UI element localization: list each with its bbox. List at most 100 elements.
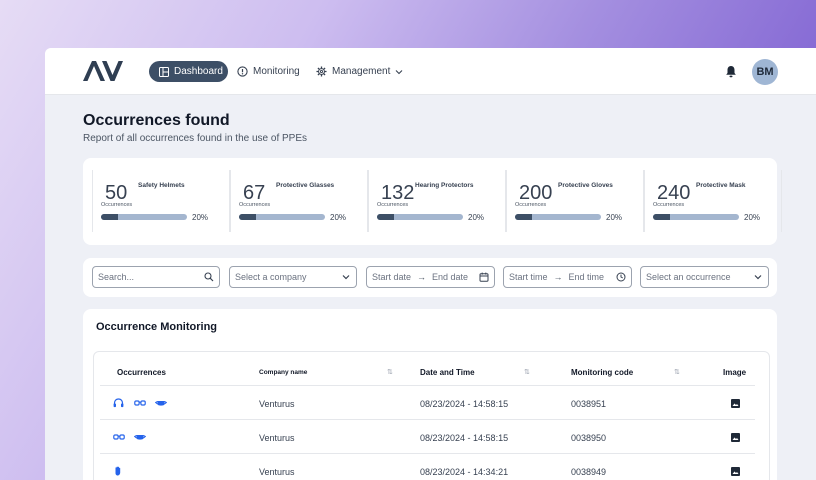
stat-progress-fill bbox=[653, 214, 671, 220]
nav-management-label: Management bbox=[332, 66, 391, 77]
time-range-picker[interactable]: Start time → End time bbox=[503, 266, 632, 288]
stat-safety-helmets: 50 Safety Helmets Occurrences 20% bbox=[92, 170, 230, 232]
dashboard-icon bbox=[159, 66, 169, 77]
clock-icon bbox=[616, 272, 626, 282]
col-header-image: Image bbox=[723, 368, 747, 377]
stat-subtitle: Occurrences bbox=[101, 202, 133, 208]
stat-progress-fill bbox=[377, 214, 395, 220]
image-icon[interactable] bbox=[731, 399, 740, 408]
stat-progress-bar bbox=[653, 214, 739, 220]
stat-subtitle: Occurrences bbox=[653, 202, 685, 208]
col-header-company[interactable]: Company name bbox=[259, 369, 308, 376]
occurrence-table: Occurrences Company name ⇅ Date and Time… bbox=[93, 351, 770, 480]
arrow-right-icon: → bbox=[553, 272, 563, 282]
stat-hearing-protectors: 132 Hearing Protectors Occurrences 20% bbox=[368, 170, 506, 232]
top-navbar: Dashboard Monitoring Management bbox=[45, 48, 816, 95]
av-logo[interactable] bbox=[83, 60, 123, 82]
datetime-cell: 08/23/2024 - 14:34:21 bbox=[420, 467, 509, 477]
company-select[interactable]: Select a company bbox=[229, 266, 357, 288]
page-subtitle: Report of all occurrences found in the u… bbox=[83, 133, 308, 144]
stat-count: 200 bbox=[519, 182, 553, 204]
company-cell: Venturus bbox=[259, 399, 295, 409]
col-header-code[interactable]: Monitoring code bbox=[571, 368, 634, 377]
code-cell: 0038949 bbox=[571, 467, 607, 477]
stat-count: 240 bbox=[657, 182, 691, 204]
search-placeholder: Search... bbox=[98, 272, 135, 282]
stat-percent: 20% bbox=[192, 213, 209, 222]
bell-icon[interactable] bbox=[725, 65, 737, 78]
stat-subtitle: Occurrences bbox=[515, 202, 547, 208]
table-title: Occurrence Monitoring bbox=[96, 321, 218, 333]
stat-protective-mask: 240 Protective Mask Occurrences 20% bbox=[644, 170, 782, 232]
end-time-placeholder: End time bbox=[568, 272, 605, 282]
stat-progress-bar bbox=[101, 214, 187, 220]
col-header-datetime[interactable]: Date and Time bbox=[420, 368, 475, 377]
divider bbox=[100, 419, 755, 420]
col-header-occurrences: Occurrences bbox=[117, 368, 166, 377]
stat-subtitle: Occurrences bbox=[239, 202, 271, 208]
search-icon bbox=[204, 272, 214, 282]
stat-name: Protective Glasses bbox=[276, 182, 335, 189]
avatar[interactable]: BM bbox=[752, 59, 778, 85]
page-title: Occurrences found bbox=[83, 112, 230, 129]
datetime-cell: 08/23/2024 - 14:58:15 bbox=[420, 433, 509, 443]
stat-percent: 20% bbox=[744, 213, 761, 222]
filters-bar: Search... Select a company Start date → … bbox=[83, 258, 777, 297]
nav-monitoring-button[interactable]: Monitoring bbox=[237, 61, 300, 82]
stat-protective-glasses: 67 Protective Glasses Occurrences 20% bbox=[230, 170, 368, 232]
stat-subtitle: Occurrences bbox=[377, 202, 409, 208]
stat-count: 67 bbox=[243, 182, 266, 204]
mask-icon bbox=[155, 401, 167, 406]
sort-icon[interactable]: ⇅ bbox=[524, 369, 530, 376]
stat-progress-fill bbox=[239, 214, 257, 220]
stat-progress-fill bbox=[101, 214, 119, 220]
sort-icon[interactable]: ⇅ bbox=[387, 369, 393, 376]
start-time-placeholder: Start time bbox=[509, 272, 548, 282]
nav-management-dropdown[interactable]: Management bbox=[316, 61, 403, 82]
stat-count: 132 bbox=[381, 182, 415, 204]
image-icon[interactable] bbox=[731, 433, 740, 442]
start-date-placeholder: Start date bbox=[372, 272, 412, 282]
stat-percent: 20% bbox=[468, 213, 485, 222]
occurrence-select[interactable]: Select an occurrence bbox=[640, 266, 769, 288]
headphones-icon bbox=[113, 398, 124, 408]
alert-circle-icon bbox=[237, 66, 248, 77]
stat-name: Protective Mask bbox=[696, 182, 746, 189]
stat-progress-bar bbox=[377, 214, 463, 220]
nav-dashboard-button[interactable]: Dashboard bbox=[149, 61, 228, 82]
sort-icon[interactable]: ⇅ bbox=[674, 369, 680, 376]
app-window: Dashboard Monitoring Management bbox=[45, 48, 816, 480]
divider bbox=[100, 453, 755, 454]
stat-percent: 20% bbox=[330, 213, 347, 222]
mask-icon bbox=[134, 435, 146, 440]
company-placeholder: Select a company bbox=[235, 272, 307, 282]
end-date-placeholder: End date bbox=[432, 272, 469, 282]
divider bbox=[100, 385, 755, 386]
image-icon[interactable] bbox=[731, 467, 740, 476]
glasses-icon bbox=[113, 434, 125, 440]
chevron-down-icon bbox=[342, 275, 350, 280]
company-cell: Venturus bbox=[259, 467, 295, 477]
stat-protective-gloves: 200 Protective Gloves Occurrences 20% bbox=[506, 170, 644, 232]
stat-name: Protective Gloves bbox=[558, 182, 613, 189]
occurrence-placeholder: Select an occurrence bbox=[646, 272, 731, 282]
chevron-down-icon bbox=[395, 69, 403, 74]
stat-progress-fill bbox=[515, 214, 533, 220]
company-cell: Venturus bbox=[259, 433, 295, 443]
nav-monitoring-label: Monitoring bbox=[253, 66, 300, 77]
calendar-icon bbox=[479, 272, 489, 282]
nav-dashboard-label: Dashboard bbox=[174, 66, 223, 77]
glove-icon bbox=[115, 466, 121, 476]
arrow-right-icon: → bbox=[417, 272, 427, 282]
stats-card: 50 Safety Helmets Occurrences 20% 67 Pro… bbox=[83, 158, 782, 245]
date-range-picker[interactable]: Start date → End date bbox=[366, 266, 495, 288]
stat-name: Hearing Protectors bbox=[415, 182, 474, 189]
glasses-icon bbox=[134, 400, 146, 406]
stat-percent: 20% bbox=[606, 213, 623, 222]
search-input[interactable]: Search... bbox=[92, 266, 220, 288]
code-cell: 0038951 bbox=[571, 399, 607, 409]
stat-count: 50 bbox=[105, 182, 128, 204]
gear-icon bbox=[316, 66, 327, 77]
occurrence-table-card: Occurrence Monitoring Occurrences Compan… bbox=[83, 309, 777, 480]
stat-progress-bar bbox=[515, 214, 601, 220]
